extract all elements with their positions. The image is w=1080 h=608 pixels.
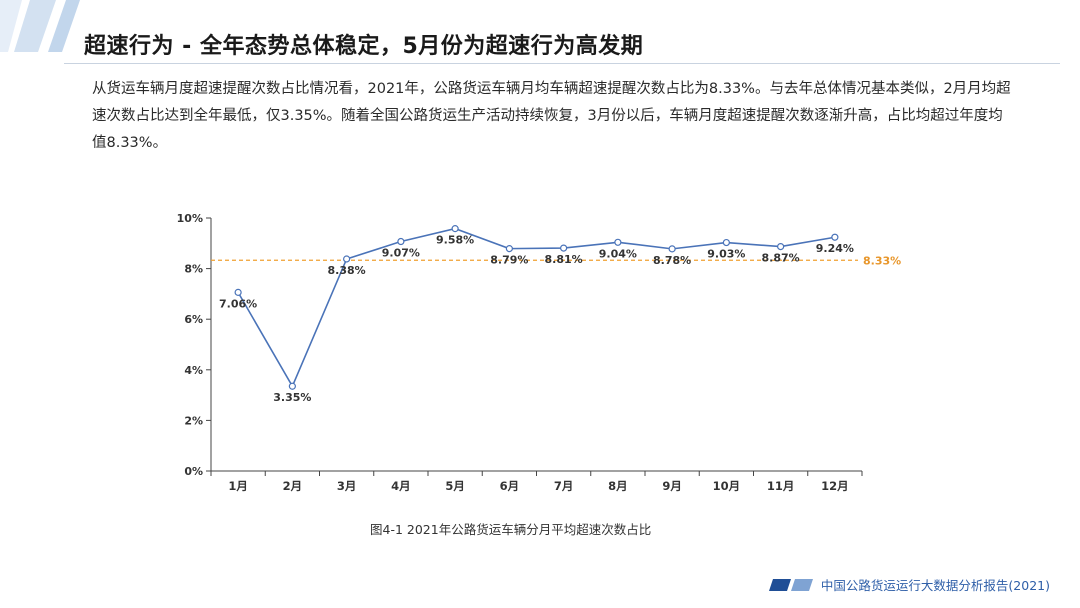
data-label: 9.58% — [436, 234, 474, 247]
data-label: 8.38% — [328, 264, 366, 277]
x-tick-label: 3月 — [337, 479, 357, 493]
x-tick-label: 1月 — [228, 479, 248, 493]
x-tick-label: 8月 — [608, 479, 628, 493]
y-tick-label: 8% — [184, 263, 203, 276]
data-label: 9.07% — [382, 247, 420, 260]
data-point — [451, 225, 459, 233]
footer-report-title: 中国公路货运运行大数据分析报告(2021) — [820, 578, 1050, 593]
data-label: 8.81% — [545, 253, 583, 266]
x-tick-label: 4月 — [391, 479, 411, 493]
data-point — [234, 288, 242, 296]
data-label: 8.78% — [653, 254, 691, 267]
series-line — [237, 227, 836, 389]
y-tick-label: 0% — [184, 465, 203, 478]
data-point — [722, 238, 730, 247]
corner-decoration — [0, 0, 80, 52]
chart-caption: 图4-1 2021年公路货运车辆分月平均超速次数占比 — [370, 522, 652, 537]
y-tick-label: 2% — [184, 414, 203, 427]
data-label: 7.06% — [219, 297, 257, 310]
x-tick-label: 9月 — [662, 479, 682, 493]
title-divider — [64, 63, 1060, 64]
footer: 中国公路货运运行大数据分析报告(2021) — [768, 575, 1050, 594]
x-tick-label: 10月 — [713, 479, 741, 493]
data-label: 9.24% — [816, 242, 854, 255]
footer-logo-icon — [768, 578, 813, 591]
data-point — [397, 237, 405, 246]
data-point — [831, 233, 839, 241]
x-tick-label: 12月 — [821, 479, 849, 493]
data-point — [505, 245, 513, 253]
data-label: 3.35% — [273, 391, 311, 404]
data-point — [560, 244, 568, 252]
data-point — [288, 382, 296, 390]
x-tick-label: 11月 — [767, 479, 795, 493]
x-tick-label: 2月 — [283, 479, 303, 493]
y-tick-label: 6% — [184, 313, 203, 326]
y-tick-label: 4% — [184, 364, 203, 377]
summary-paragraph: 从货运车辆月度超速提醒次数占比情况看，2021年，公路货运车辆月均车辆超速提醒次… — [92, 81, 1011, 151]
x-tick-label: 7月 — [554, 479, 574, 493]
data-label: 9.04% — [599, 247, 637, 260]
x-tick-label: 6月 — [500, 479, 520, 493]
data-label: 9.03% — [707, 248, 745, 261]
data-label: 8.79% — [490, 254, 528, 267]
average-reference-label: 8.33% — [863, 254, 901, 267]
x-tick-label: 5月 — [445, 479, 465, 493]
data-point — [777, 242, 785, 251]
data-point — [614, 238, 622, 246]
data-point — [668, 245, 676, 253]
data-point — [343, 255, 351, 263]
page-title: 超速行为 - 全年态势总体稳定，5月份为超速行为高发期 — [84, 34, 644, 59]
data-label: 8.87% — [762, 252, 800, 265]
y-tick-label: 10% — [177, 212, 203, 225]
